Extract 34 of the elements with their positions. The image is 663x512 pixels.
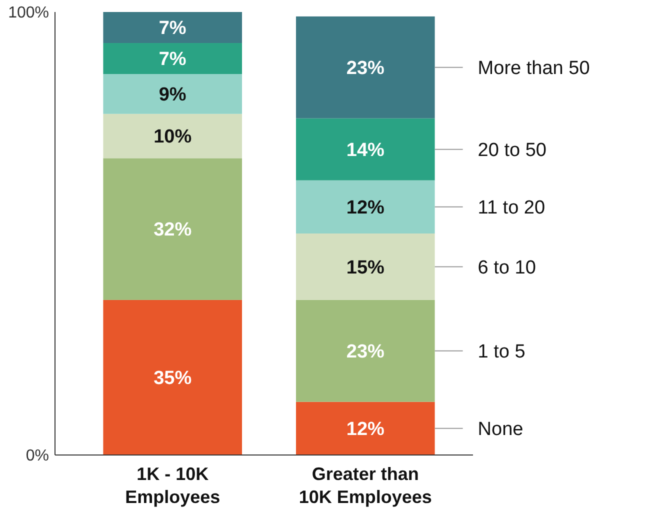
- bar: [103, 12, 242, 44]
- x-tick-label: Greater than 10K Employees: [298, 464, 432, 507]
- bar: [296, 402, 435, 455]
- data-label: 7%: [158, 49, 186, 70]
- data-label: 10%: [154, 126, 192, 148]
- text: 11 to 20: [478, 198, 546, 219]
- y-tick-label: 100%: [8, 4, 49, 22]
- data-label: 23%: [346, 342, 385, 363]
- bar: [103, 300, 242, 455]
- data-label: 12%: [346, 419, 385, 440]
- data-label: 23%: [346, 58, 385, 80]
- text: More than 50: [478, 58, 590, 80]
- bar: [103, 114, 242, 158]
- y-tick-label: 0%: [26, 448, 49, 465]
- bar: [103, 74, 242, 114]
- bar: [296, 234, 435, 300]
- data-label: 12%: [346, 198, 385, 219]
- data-label: 32%: [154, 220, 192, 241]
- text: 20 to 50: [478, 140, 546, 161]
- bar: [296, 300, 435, 402]
- data-label: 15%: [346, 257, 385, 278]
- bar: [296, 118, 435, 180]
- text: 1 to 5: [478, 342, 526, 363]
- data-label: 35%: [154, 368, 192, 390]
- data-label: 14%: [346, 140, 385, 161]
- bar: [103, 158, 242, 300]
- data-label: 9%: [158, 84, 186, 106]
- x-tick-label: 1K - 10K Employees: [125, 464, 220, 507]
- bar: [296, 180, 435, 234]
- bar: [103, 43, 242, 74]
- data-label: 7%: [158, 18, 186, 40]
- text: 6 to 10: [478, 257, 536, 278]
- text: None: [478, 419, 524, 440]
- bar: [296, 16, 435, 118]
